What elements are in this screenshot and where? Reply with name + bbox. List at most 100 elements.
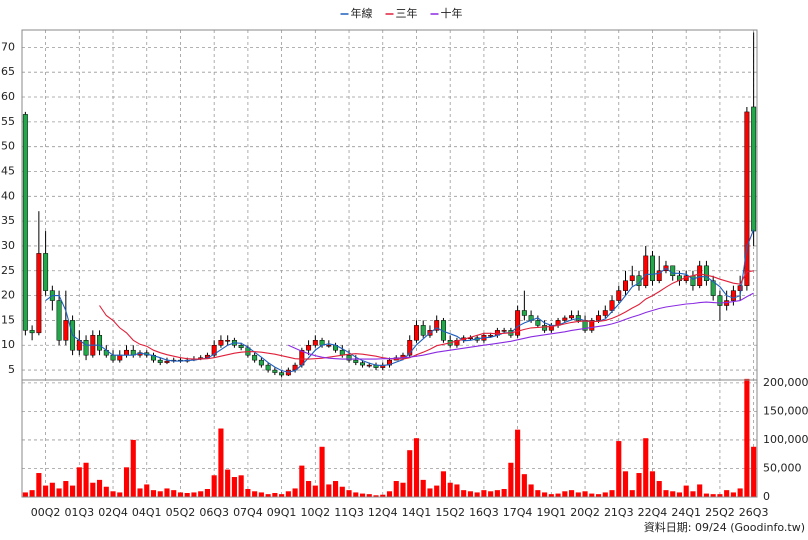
- y2-tick-label: 50,000: [763, 461, 802, 474]
- volume-bar: [184, 493, 190, 497]
- volume-bar: [616, 441, 622, 497]
- candle-body: [569, 315, 575, 319]
- candle-body: [434, 320, 440, 331]
- candle-body: [346, 354, 352, 361]
- volume-bar: [548, 494, 554, 497]
- volume-bar: [440, 471, 447, 497]
- volume-bar: [461, 490, 467, 497]
- volume-bar: [299, 465, 305, 497]
- candle-body: [623, 280, 628, 291]
- candle-body: [744, 111, 750, 286]
- volume-bar: [649, 471, 656, 497]
- y2-tick-label: 0: [763, 490, 770, 503]
- volume-bar: [130, 439, 136, 497]
- candle-body: [596, 315, 602, 321]
- volume-bar: [63, 481, 69, 497]
- volume-bar: [542, 492, 548, 497]
- volume-bar: [521, 474, 527, 497]
- volume-bar: [326, 484, 332, 497]
- candle-body: [650, 255, 655, 281]
- volume-bar: [117, 492, 123, 497]
- candle-body: [218, 340, 224, 346]
- volume-bar: [474, 492, 480, 497]
- volume-bar: [413, 438, 420, 497]
- volume-bar: [150, 490, 157, 497]
- volume-bar: [56, 488, 62, 497]
- legend-label: 年線: [351, 6, 373, 20]
- candle-body: [616, 290, 622, 301]
- volume-bar: [332, 481, 339, 497]
- volume-bar: [703, 493, 709, 497]
- candle-body: [63, 320, 69, 341]
- volume-bar: [393, 481, 399, 497]
- volume-bar: [400, 482, 406, 497]
- x-tick-label: 17Q4: [503, 506, 533, 519]
- volume-bar: [515, 429, 521, 497]
- candle-body: [326, 344, 332, 347]
- volume-bar: [420, 479, 426, 497]
- volume-bar: [481, 490, 487, 497]
- x-tick-label: 10Q2: [300, 506, 330, 519]
- x-tick-label: 16Q3: [469, 506, 499, 519]
- volume-bar: [171, 490, 177, 497]
- volume-bar: [29, 490, 35, 497]
- x-tick-label: 22Q4: [638, 506, 668, 519]
- y2-tick-label: 200,000: [763, 376, 808, 389]
- ma-line: [288, 292, 754, 360]
- volume-bar: [589, 493, 595, 497]
- volume-bar: [157, 491, 163, 497]
- volume-bar: [258, 492, 264, 497]
- volume-bar: [724, 490, 730, 497]
- y-tick-label: 60: [1, 90, 15, 103]
- candle-body: [56, 300, 62, 341]
- volume-bar: [683, 485, 689, 497]
- candle-body: [36, 253, 42, 334]
- volume-bar: [83, 462, 89, 497]
- y-tick-label: 25: [1, 264, 15, 277]
- volume-bar: [582, 491, 588, 497]
- y-tick-label: 20: [1, 289, 15, 302]
- candle-body: [609, 300, 615, 311]
- candle-body: [252, 354, 258, 361]
- volume-bar: [22, 492, 28, 497]
- volume-bar: [272, 493, 278, 497]
- candle-body: [589, 320, 595, 331]
- volume-bar: [569, 490, 575, 497]
- volume-bar: [137, 488, 143, 497]
- y2-tick-label: 100,000: [763, 433, 808, 446]
- candle-body: [629, 275, 635, 281]
- volume-bar: [602, 492, 608, 497]
- candle-body: [562, 317, 568, 321]
- volume-bar: [670, 491, 676, 497]
- volume-bar: [353, 492, 359, 497]
- candle-body: [703, 265, 709, 281]
- volume-bar: [285, 491, 291, 497]
- volume-bar: [676, 492, 683, 497]
- volume-bar: [690, 491, 696, 497]
- x-tick-label: 00Q2: [31, 506, 61, 519]
- volume-bar: [427, 488, 433, 497]
- volume-bar: [279, 494, 285, 497]
- candle-body: [258, 359, 264, 366]
- x-tick-label: 19Q1: [537, 506, 567, 519]
- candle-body: [117, 354, 123, 361]
- candle-body: [366, 364, 372, 367]
- y-tick-label: 10: [1, 338, 15, 351]
- volume-bar: [622, 471, 629, 497]
- volume-bar: [380, 494, 386, 497]
- legend-label: 十年: [441, 6, 463, 20]
- volume-bar: [663, 490, 669, 497]
- candle-body: [353, 359, 359, 363]
- volume-bar: [697, 484, 703, 497]
- volume-bar: [454, 484, 460, 497]
- volume-bar: [595, 494, 602, 497]
- volume-bar: [339, 486, 345, 497]
- volume-bar: [366, 494, 372, 497]
- volume-bar: [528, 484, 534, 497]
- candle-body: [407, 340, 413, 356]
- volume-bar: [346, 490, 352, 497]
- volume-bar: [710, 494, 716, 497]
- volume-bar: [434, 485, 440, 497]
- candle-body: [542, 325, 548, 331]
- volume-bar: [359, 493, 366, 497]
